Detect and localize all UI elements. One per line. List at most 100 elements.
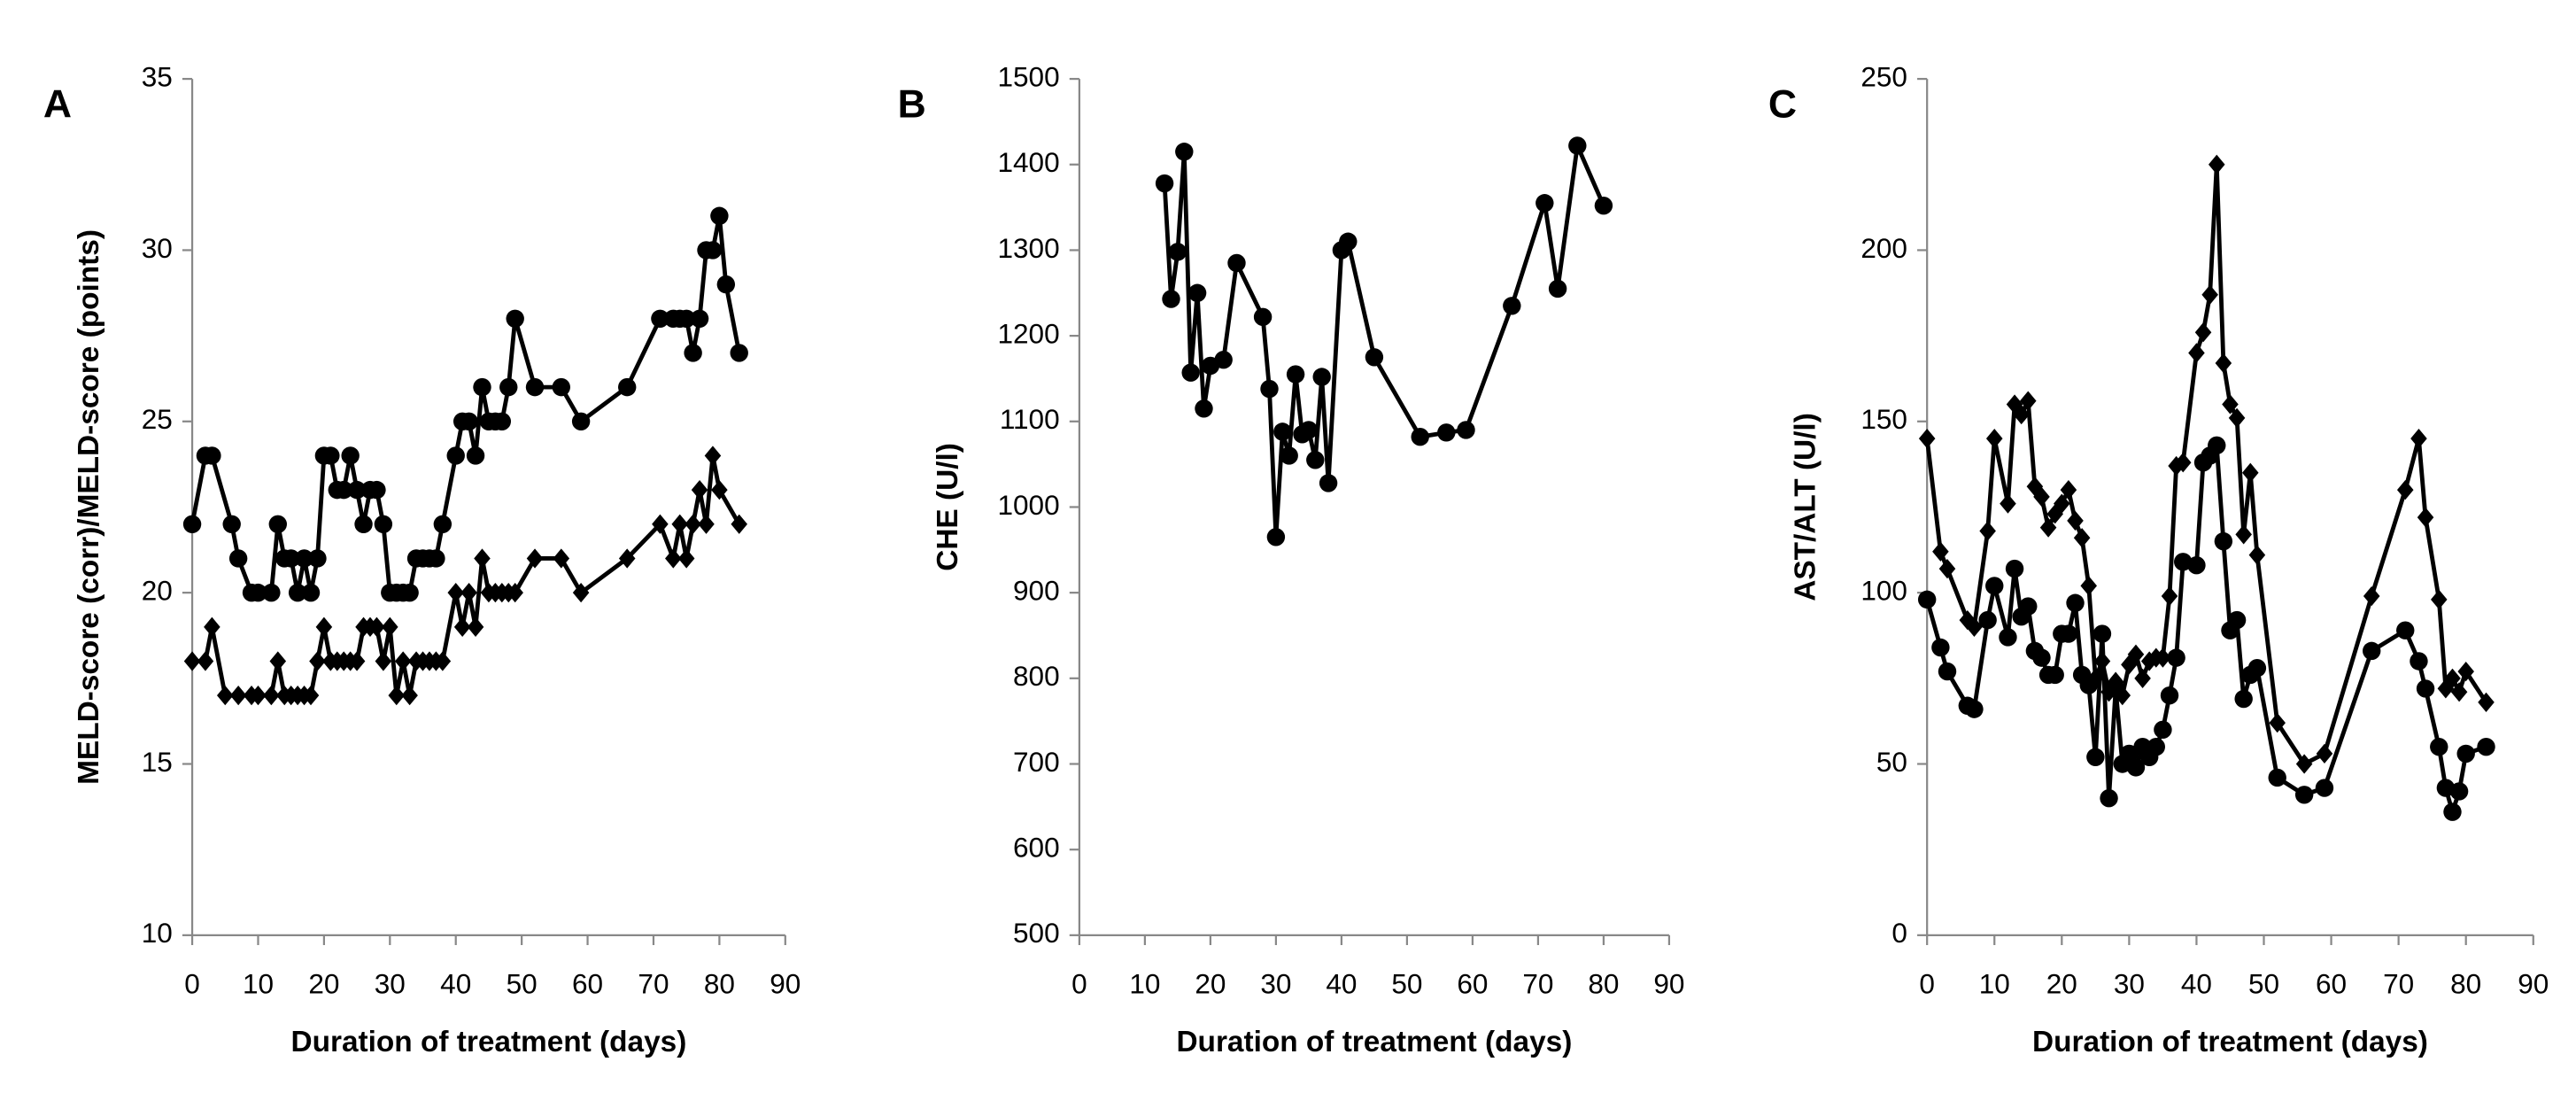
- y-axis-title: MELD-score (corr)/MELD-score (points): [73, 229, 105, 785]
- point: [2268, 768, 2286, 787]
- point: [2316, 743, 2333, 764]
- y-tick-label: 800: [1013, 660, 1060, 692]
- x-tick-label: 0: [1071, 968, 1087, 1000]
- point: [2174, 453, 2192, 473]
- point: [2194, 322, 2212, 343]
- point: [2363, 585, 2380, 607]
- point: [446, 446, 465, 465]
- series-line: [190, 213, 742, 595]
- point: [2073, 528, 2091, 548]
- panel-label: C: [1768, 82, 1797, 126]
- point: [2201, 284, 2218, 305]
- point: [2060, 479, 2077, 500]
- point: [434, 651, 452, 671]
- y-tick-label: 1400: [997, 146, 1059, 178]
- point: [2208, 154, 2225, 174]
- point: [2039, 517, 2057, 538]
- y-axis-title: CHE (U/l): [932, 443, 964, 571]
- point: [698, 514, 715, 534]
- point: [466, 446, 485, 465]
- x-tick-label: 90: [1653, 968, 1684, 1000]
- point: [690, 309, 709, 328]
- y-tick-label: 200: [1860, 232, 1907, 264]
- y-tick-label: 250: [1860, 60, 1907, 92]
- y-tick-label: 500: [1013, 917, 1060, 949]
- point: [335, 480, 353, 500]
- point: [2086, 748, 2105, 766]
- point: [1155, 174, 1174, 193]
- point: [2019, 597, 2038, 616]
- x-tick-label: 60: [572, 968, 603, 1000]
- point: [295, 549, 313, 568]
- x-tick-label: 10: [1129, 968, 1160, 1000]
- point: [2410, 428, 2427, 449]
- y-tick-label: 20: [142, 574, 173, 606]
- point: [704, 446, 722, 466]
- point: [1978, 610, 1997, 630]
- point: [301, 583, 321, 602]
- point: [1187, 283, 1207, 302]
- x-tick-label: 20: [308, 968, 339, 1000]
- point: [553, 548, 570, 569]
- point: [617, 377, 637, 397]
- point: [1979, 521, 1996, 541]
- point: [1312, 368, 1331, 386]
- point: [1273, 422, 1292, 441]
- point: [400, 583, 419, 602]
- y-tick-label: 50: [1876, 746, 1907, 778]
- point: [474, 548, 491, 569]
- point: [716, 275, 736, 294]
- point: [1319, 474, 1338, 492]
- point: [2242, 462, 2259, 483]
- point: [433, 515, 453, 534]
- point: [2067, 510, 2084, 531]
- y-tick-label: 25: [142, 403, 173, 435]
- point: [288, 583, 307, 602]
- point: [354, 515, 373, 534]
- point: [2215, 353, 2232, 374]
- x-axis-title: Duration of treatment (days): [291, 1026, 687, 1058]
- point: [182, 515, 202, 534]
- point: [1437, 423, 1456, 442]
- point: [2449, 782, 2469, 801]
- point: [1299, 421, 1319, 439]
- point: [685, 514, 701, 534]
- point: [506, 309, 524, 328]
- point: [460, 412, 478, 430]
- point: [2417, 507, 2434, 528]
- point: [2477, 737, 2495, 756]
- point: [2120, 744, 2139, 764]
- point: [347, 480, 367, 500]
- point: [2013, 404, 2030, 425]
- point: [2188, 343, 2205, 363]
- point: [703, 241, 723, 260]
- point: [2134, 668, 2151, 688]
- x-tick-label: 70: [638, 968, 669, 1000]
- point: [2079, 676, 2098, 694]
- point: [282, 549, 300, 568]
- x-tick-label: 50: [2248, 968, 2279, 1000]
- point: [308, 549, 327, 568]
- point: [368, 616, 385, 637]
- y-tick-label: 30: [142, 232, 173, 264]
- point: [1195, 399, 1213, 418]
- x-tick-label: 90: [770, 968, 801, 1000]
- x-tick-label: 80: [1588, 968, 1619, 1000]
- point: [1411, 427, 1429, 446]
- point: [183, 651, 201, 671]
- point: [401, 686, 418, 706]
- point: [2315, 779, 2334, 797]
- point: [1280, 446, 1298, 465]
- y-tick-label: 100: [1860, 574, 1907, 606]
- x-tick-label: 40: [1326, 968, 1357, 1000]
- point: [375, 651, 392, 671]
- x-tick-label: 50: [507, 968, 538, 1000]
- point: [1985, 577, 2004, 595]
- point: [2396, 479, 2414, 500]
- point: [268, 515, 288, 534]
- point: [2410, 652, 2428, 671]
- point: [1985, 428, 2003, 449]
- point: [2020, 391, 2037, 411]
- y-tick-label: 35: [142, 60, 173, 92]
- point: [1536, 194, 1554, 213]
